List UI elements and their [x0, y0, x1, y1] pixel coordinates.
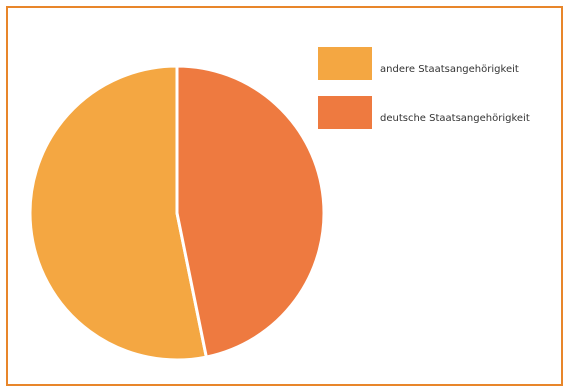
legend: andere Staatsangehörigkeit deutsche Staa…: [318, 47, 530, 129]
pie-slice-deutsche: [175, 64, 326, 359]
legend-swatch-deutsche: [318, 96, 372, 129]
legend-swatch-andere: [318, 47, 372, 80]
pie-slices: [28, 64, 326, 362]
legend-label-deutsche: deutsche Staatsangehörigkeit: [380, 113, 530, 124]
legend-label-andere: andere Staatsangehörigkeit: [380, 64, 519, 75]
pie-slice-andere: [28, 64, 208, 362]
